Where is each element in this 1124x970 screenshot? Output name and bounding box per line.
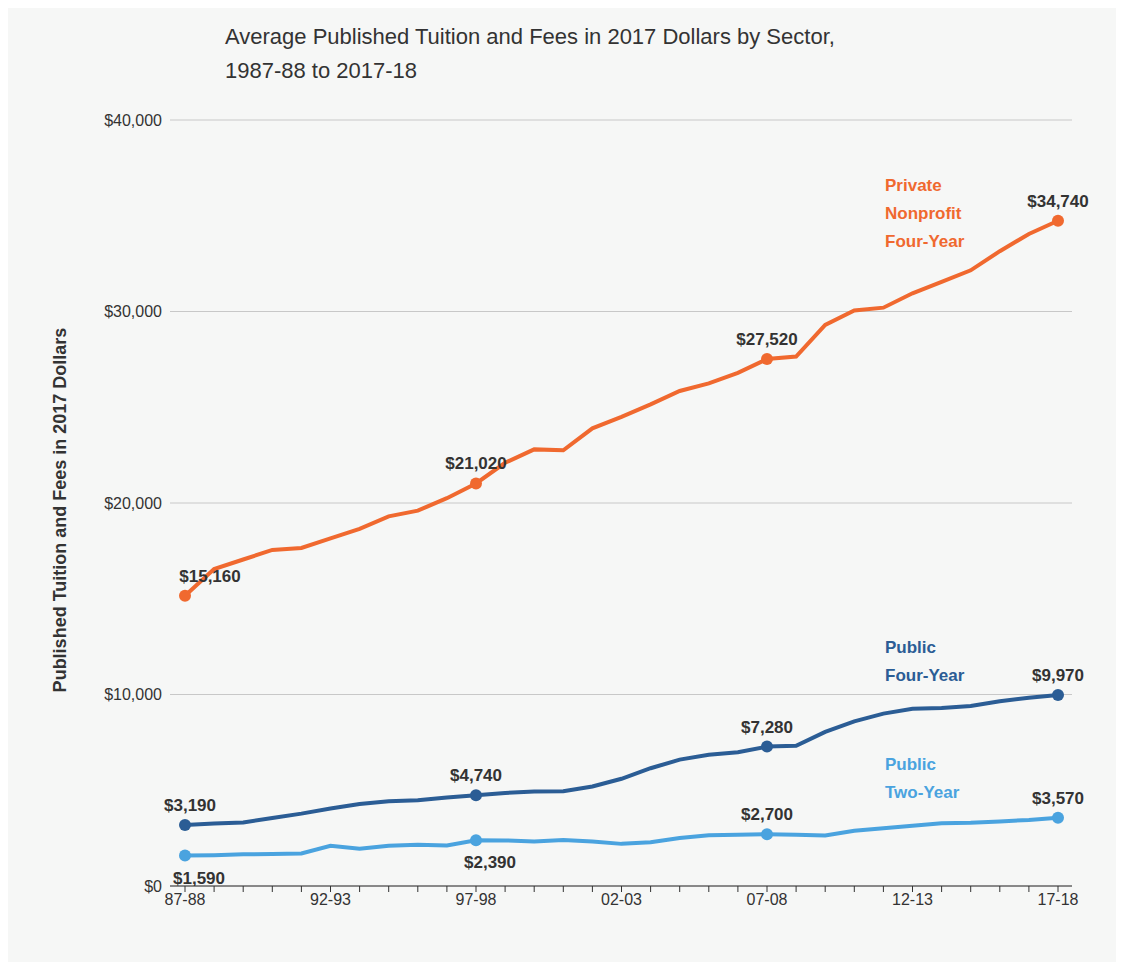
svg-text:$3,190: $3,190 — [164, 796, 216, 815]
svg-text:$10,000: $10,000 — [104, 686, 162, 703]
svg-text:$2,700: $2,700 — [741, 805, 793, 824]
svg-text:87-88: 87-88 — [165, 891, 206, 908]
html-text:Published Tuition and Fees in: Published Tuition and Fees in 2017 Dolla… — [50, 327, 70, 693]
svg-text:$15,160: $15,160 — [179, 567, 240, 586]
svg-text:PublicFour-Year: PublicFour-Year — [885, 638, 965, 685]
svg-text:$4,740: $4,740 — [450, 766, 502, 785]
svg-text:PublicTwo-Year: PublicTwo-Year — [885, 755, 960, 802]
svg-text:$7,280: $7,280 — [741, 718, 793, 737]
svg-text:07-08: 07-08 — [747, 891, 788, 908]
svg-text:02-03: 02-03 — [601, 891, 642, 908]
svg-text:$0: $0 — [144, 878, 162, 895]
svg-text:92-93: 92-93 — [310, 891, 351, 908]
svg-text:12-13: 12-13 — [892, 891, 933, 908]
svg-text:$34,740: $34,740 — [1027, 192, 1088, 211]
svg-text:$20,000: $20,000 — [104, 495, 162, 512]
svg-text:97-98: 97-98 — [456, 891, 497, 908]
svg-text:$27,520: $27,520 — [736, 330, 797, 349]
svg-text:PrivateNonprofitFour-Year: PrivateNonprofitFour-Year — [885, 176, 965, 251]
svg-text:$30,000: $30,000 — [104, 303, 162, 320]
svg-text:$2,390: $2,390 — [464, 853, 516, 872]
svg-text:$40,000: $40,000 — [104, 112, 162, 129]
svg-text:$21,020: $21,020 — [445, 454, 506, 473]
html-text:Average Published Tuition and: Average Published Tuition and Fees in 20… — [225, 24, 835, 83]
svg-text:17-18: 17-18 — [1038, 891, 1079, 908]
svg-text:$1,590: $1,590 — [173, 869, 225, 886]
svg-text:$3,570: $3,570 — [1032, 789, 1084, 808]
svg-text:$9,970: $9,970 — [1032, 666, 1084, 685]
